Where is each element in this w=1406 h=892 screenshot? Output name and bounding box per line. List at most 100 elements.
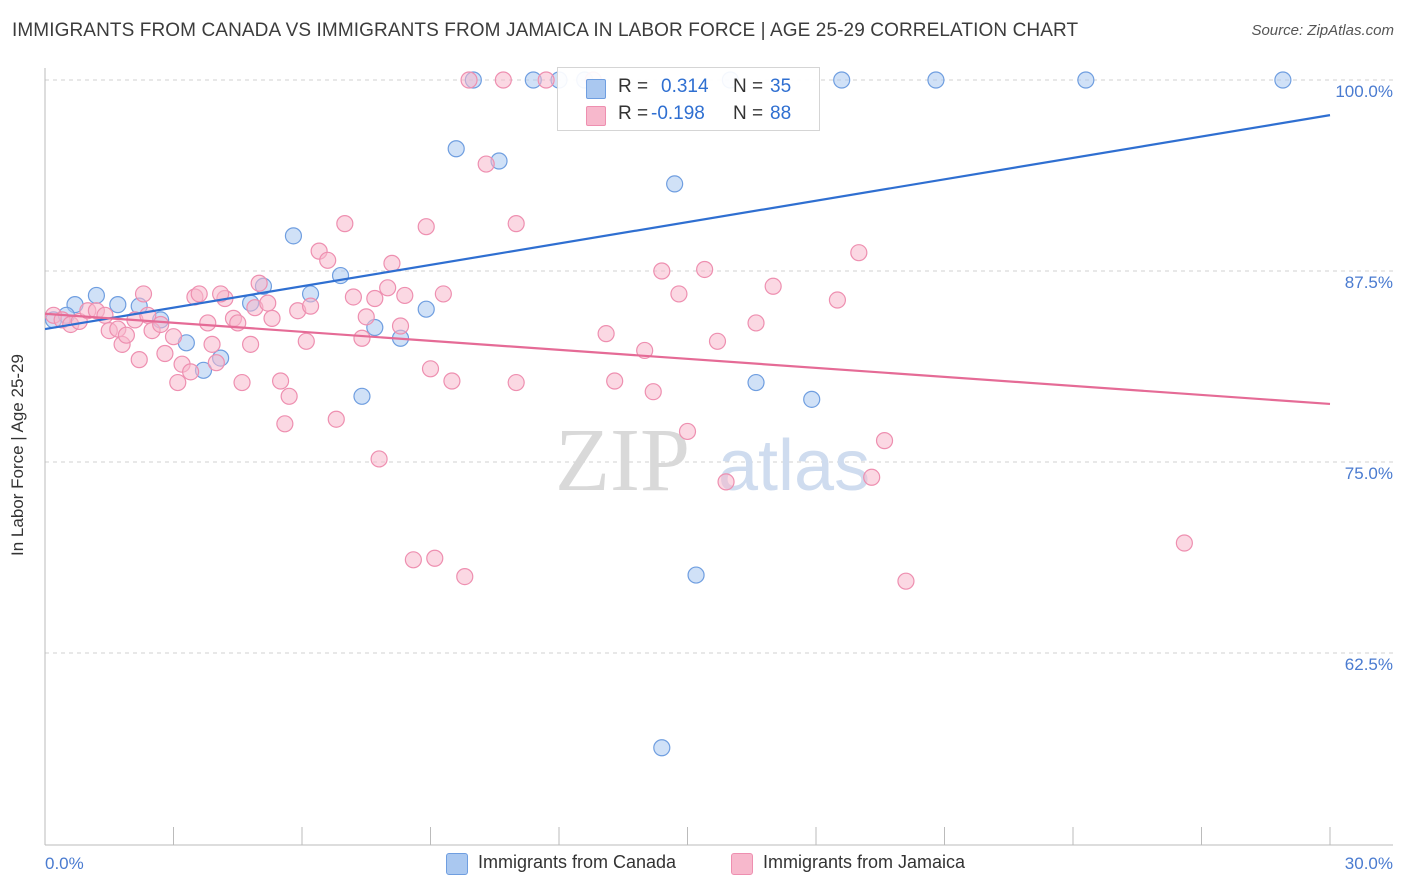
jamaica-point [678,422,697,441]
jamaica-point [477,155,495,173]
jamaica-point [828,291,847,309]
jamaica-point [670,285,688,303]
jamaica-point [507,215,525,233]
jamaica-point [212,285,230,303]
canada-point [1077,71,1095,89]
jamaica-point [875,432,894,450]
x-tick-label: 0.0% [45,854,84,873]
jamaica-point [271,372,290,390]
jamaica-point [456,567,474,586]
jamaica-point [426,549,444,567]
n-value: 35 [770,76,792,97]
y-tick-label: 100.0% [1335,82,1393,101]
jamaica-point [370,450,388,468]
jamaica-point [207,354,225,372]
jamaica-legend-swatch [731,853,753,875]
jamaica-point [259,294,277,312]
canada-legend-label: Immigrants from Canada [478,852,677,872]
r-label: R = [618,103,649,124]
jamaica-point [319,251,337,269]
jamaica-point [182,363,200,381]
canada-point [927,71,945,89]
jamaica-point [863,468,881,486]
jamaica-point [353,329,371,347]
jamaica-point [417,218,435,236]
canada-point [417,300,435,318]
watermark-atlas: atlas [718,426,870,506]
canada-point [653,739,671,757]
jamaica-point [117,326,135,344]
jamaica-point [897,572,915,590]
jamaica-trend-line [44,312,1331,406]
jamaica-point [134,285,153,303]
jamaica-legend-label: Immigrants from Jamaica [763,852,966,872]
jamaica-point [696,260,714,279]
jamaica-point [233,373,251,392]
r-value: 0.314 [661,76,709,97]
jamaica-swatch [586,106,606,126]
jamaica-point [708,332,727,350]
jamaica-point [404,551,422,569]
jamaica-point [276,415,294,433]
jamaica-point [169,373,187,392]
jamaica-point [396,286,414,305]
jamaica-point [383,254,401,272]
stats-legend: R = 0.314 N = 35 R = -0.198 N = 88 [557,67,820,131]
jamaica-point [850,244,868,262]
watermark-zip: ZIP [555,411,690,510]
jamaica-point [653,262,671,280]
jamaica-point [764,277,782,295]
canada-point [447,140,465,158]
jamaica-point [443,372,461,390]
canada-point [747,373,765,392]
jamaica-point [644,383,662,401]
jamaica-point [717,473,735,491]
canada-point [687,566,705,584]
label-layer: 62.5% 75.0% 87.5% 100.0% 0.0% 30.0% [45,82,1393,873]
y-tick-label: 87.5% [1345,273,1393,292]
r-label: R = [618,76,649,97]
jamaica-point [747,314,765,332]
n-value: 88 [770,103,792,124]
canada-swatch [586,79,606,99]
watermark: ZIP atlas [555,411,870,510]
jamaica-point [597,325,615,343]
jamaica-point [460,71,478,89]
y-tick-label: 75.0% [1345,464,1393,483]
jamaica-point [190,285,208,303]
y-axis-label: In Labor Force | Age 25-29 [8,354,27,556]
canada-point [833,71,851,89]
jamaica-point [606,372,624,390]
jamaica-point [366,289,384,308]
y-tick-label: 62.5% [1345,655,1393,674]
n-label: N = [733,103,764,124]
jamaica-point [421,360,440,378]
canada-point [803,390,821,408]
jamaica-point [537,71,555,89]
legend-row-canada: R = 0.314 N = 35 [558,74,819,101]
canada-point [353,387,371,405]
jamaica-point [152,315,170,334]
jamaica-point [301,297,320,315]
jamaica-point [156,344,174,363]
jamaica-point [391,317,410,335]
jamaica-point [494,71,512,89]
canada-point [284,227,303,245]
r-value: -0.198 [651,103,705,124]
jamaica-point [164,328,183,346]
legend-row-jamaica: R = -0.198 N = 88 [558,101,819,128]
jamaica-point [434,285,452,303]
jamaica-point [327,410,345,428]
source-label: Source: ZipAtlas.com [1251,22,1394,39]
grid-layer [45,79,1393,654]
jamaica-point [199,314,217,332]
jamaica-point [280,387,298,405]
canada-point [87,286,106,305]
jamaica-point [636,341,654,360]
jamaica-point [357,308,375,326]
n-label: N = [733,76,764,97]
canada-point [109,296,127,314]
canada-trend-line [44,114,1331,331]
jamaica-point [336,215,354,233]
